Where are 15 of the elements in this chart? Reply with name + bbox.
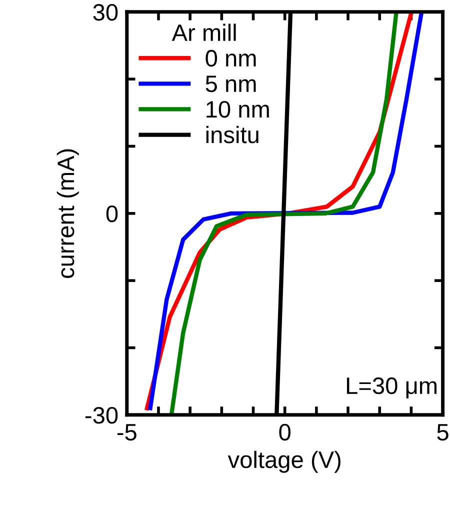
x-tick-label: -5 [117, 424, 136, 441]
x-tick-label: 5 [437, 424, 448, 441]
legend-label: 5 nm [206, 76, 256, 92]
y-tick-label: 0 [106, 205, 118, 222]
annotation: L=30 μm [346, 377, 437, 398]
legend-label: insitu [206, 126, 258, 144]
x-tick-label: 0 [279, 424, 290, 441]
x-axis-title: voltage (V) [228, 450, 340, 473]
y-tick-label: -30 [85, 406, 118, 424]
legend-label: 0 nm [206, 50, 256, 67]
y-tick-label: 30 [93, 4, 118, 21]
legend-title: Ar mill [172, 24, 236, 41]
legend-label: 10 nm [206, 101, 269, 118]
y-axis-title: current (mA) [56, 149, 79, 278]
line-series [169, 12, 398, 415]
